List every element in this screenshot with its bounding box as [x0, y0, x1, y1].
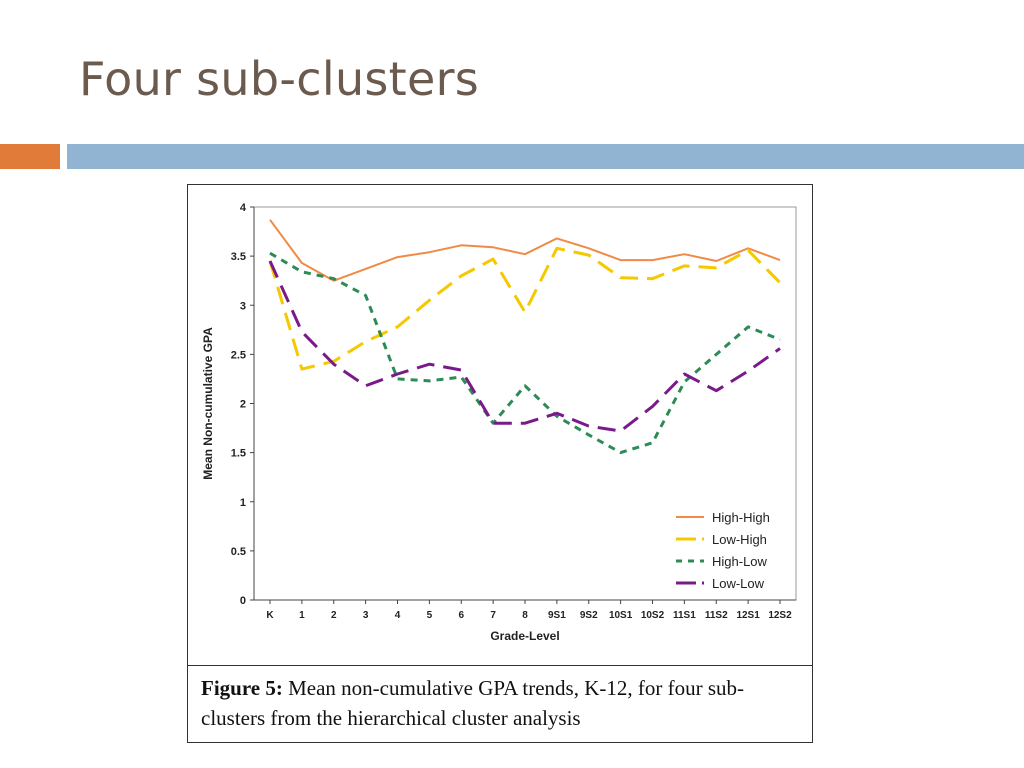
- slide-title: Four sub-clusters: [79, 52, 480, 106]
- y-tick-label: 1: [240, 497, 246, 509]
- x-tick-label: 10S2: [641, 610, 665, 621]
- legend-label-high-high: High-High: [712, 510, 770, 525]
- x-tick-label: 9S1: [548, 610, 566, 621]
- caption-label: Figure 5:: [201, 676, 283, 700]
- x-tick-label: K: [266, 610, 274, 621]
- x-tick-label: 11S2: [705, 610, 728, 621]
- x-tick-label: 10S1: [609, 610, 633, 621]
- x-tick-label: 12S2: [768, 610, 792, 621]
- accent-bar-orange: [0, 144, 60, 169]
- x-tick-label: 11S1: [673, 610, 696, 621]
- y-tick-label: 4: [240, 202, 247, 214]
- series-line-low-high: [268, 246, 782, 371]
- x-tick-label: 5: [427, 610, 433, 621]
- x-tick-label: 8: [522, 610, 528, 621]
- x-tick-label: 6: [458, 610, 464, 621]
- y-axis-label: Mean Non-cumulative GPA: [201, 327, 215, 480]
- figure-caption: Figure 5: Mean non-cumulative GPA trends…: [201, 673, 801, 733]
- y-tick-label: 1.5: [231, 448, 246, 460]
- y-tick-label: 0.5: [231, 546, 246, 558]
- x-tick-label: 4: [395, 610, 401, 621]
- x-tick-label: 12S1: [736, 610, 760, 621]
- caption-text: Mean non-cumulative GPA trends, K-12, fo…: [201, 676, 745, 730]
- y-tick-label: 3.5: [231, 251, 246, 263]
- chart-area: 0 0.5 1 1.5 2 2.5 3 3.5 4 K 1 2 3 4 5 6 7 8 9S1 9S2 10S1 10S2…: [188, 185, 812, 666]
- x-tick-label: 2: [331, 610, 337, 621]
- accent-bar-blue: [67, 144, 1024, 169]
- legend-label-high-low: High-Low: [712, 554, 768, 569]
- line-chart: 0 0.5 1 1.5 2 2.5 3 3.5 4 K 1 2 3 4 5 6 7 8 9S1 9S2 10S1 10S2…: [201, 202, 797, 643]
- x-tick-label: 3: [363, 610, 369, 621]
- legend-label-low-high: Low-High: [712, 532, 767, 547]
- y-tick-label: 3: [240, 300, 246, 312]
- series-line-low-low: [268, 260, 781, 433]
- y-tick-label: 2.5: [231, 349, 246, 361]
- series-line-high-high: [269, 219, 781, 282]
- y-tick-label: 0: [240, 595, 246, 607]
- y-tick-label: 2: [240, 399, 246, 411]
- series-line-high-low: [269, 251, 781, 455]
- x-tick-label: 7: [490, 610, 496, 621]
- x-axis-label: Grade-Level: [490, 629, 559, 643]
- legend-label-low-low: Low-Low: [712, 576, 765, 591]
- x-tick-label: 9S2: [580, 610, 598, 621]
- x-tick-label: 1: [299, 610, 305, 621]
- figure-panel: 0 0.5 1 1.5 2 2.5 3 3.5 4 K 1 2 3 4 5 6 7 8 9S1 9S2 10S1 10S2…: [187, 184, 813, 743]
